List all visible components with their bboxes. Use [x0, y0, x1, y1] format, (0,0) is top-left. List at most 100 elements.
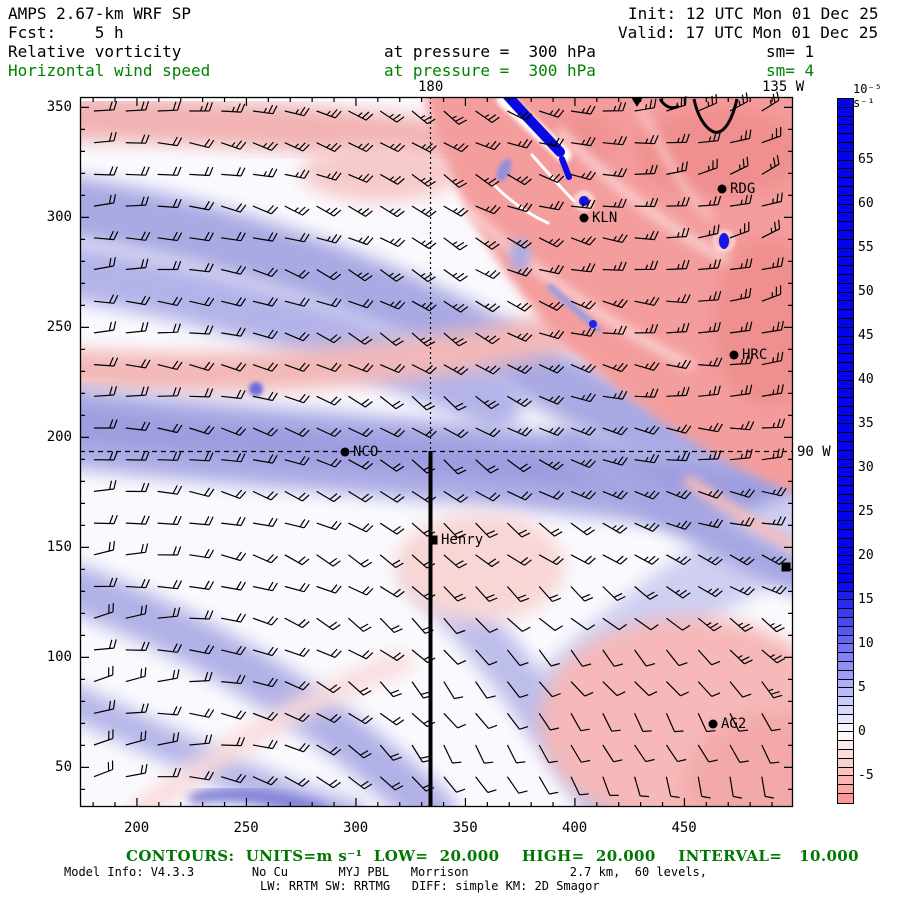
colorbar-cell: [838, 406, 853, 416]
x-axis-label: 250: [233, 820, 259, 836]
model-info-line2: LW: RRTM SW: RRTMG DIFF: simple KM: 2D S…: [260, 879, 600, 893]
field1-smoothing: sm= 1: [766, 42, 815, 61]
colorbar-cell: [838, 389, 853, 399]
colorbar-cell: [838, 354, 853, 363]
colorbar-cell: [838, 626, 853, 636]
colorbar-tick-label: 10: [858, 635, 874, 651]
colorbar-cell: [838, 670, 853, 680]
colorbar-cell: [838, 204, 853, 214]
colorbar-cell: [838, 521, 853, 531]
colorbar-cell: [838, 292, 853, 302]
field2-smoothing: sm= 4: [766, 61, 815, 80]
colorbar-cell: [838, 266, 853, 275]
model-title: AMPS 2.67-km WRF SP: [8, 4, 192, 23]
colorbar-cell: [838, 230, 853, 240]
station-label-rdg: RDG: [730, 181, 756, 197]
model-info-line1: Model Info: V4.3.3 No Cu MYJ PBL Morriso…: [64, 865, 707, 879]
colorbar-cell: [838, 486, 853, 495]
colorbar-cell: [838, 591, 853, 601]
colorbar-cell: [838, 380, 853, 390]
colorbar-cell: [838, 723, 853, 733]
x-axis-label: 200: [123, 820, 150, 836]
colorbar-cell: [838, 609, 853, 619]
meridian-label-90w: 90 W: [797, 444, 831, 460]
forecast-hour: Fcst: 5 h: [8, 23, 124, 42]
y-axis-label: 50: [55, 759, 72, 776]
colorbar-cell: [838, 741, 853, 750]
colorbar-cell: [838, 213, 853, 223]
colorbar-cell: [838, 371, 853, 381]
colorbar-cell: [838, 450, 853, 460]
colorbar-cell: [838, 178, 853, 187]
x-axis-label: 350: [452, 820, 478, 836]
colorbar-cell: [838, 758, 853, 768]
colorbar-cell: [838, 433, 853, 443]
colorbar-cell: [838, 186, 853, 196]
colorbar-tick-label: 50: [858, 283, 874, 299]
colorbar-cell: [838, 442, 853, 451]
colorbar-cell: [838, 530, 853, 539]
y-axis-label: 250: [46, 319, 72, 336]
colorbar-cell: [838, 195, 853, 205]
colorbar-cell: [838, 697, 853, 706]
colorbar-cell: [838, 705, 853, 715]
colorbar-cell: [838, 142, 853, 152]
field1-level: at pressure = 300 hPa: [384, 42, 596, 61]
station-label-henry: Henry: [441, 532, 484, 548]
colorbar-cell: [838, 547, 853, 557]
colorbar-cell: [838, 767, 853, 777]
colorbar-cell: [838, 732, 853, 742]
colorbar-cell: [838, 714, 853, 724]
colorbar-cell: [838, 398, 853, 407]
colorbar-cell: [838, 503, 853, 513]
colorbar-cell: [838, 688, 853, 698]
colorbar-cell: [838, 635, 853, 645]
colorbar-cell: [838, 600, 853, 610]
colorbar-tick-label: 60: [858, 195, 874, 211]
colorbar-tick-label: 25: [858, 503, 874, 519]
colorbar-tick-label: 5: [858, 679, 866, 695]
colorbar-cell: [838, 362, 853, 372]
x-axis-label: 450: [671, 820, 697, 836]
colorbar-cell: [838, 644, 853, 654]
colorbar-cell: [838, 318, 853, 328]
colorbar-cell: [838, 222, 853, 231]
colorbar-cell: [838, 653, 853, 662]
colorbar-tick-label: 55: [858, 239, 874, 255]
colorbar-cell: [838, 582, 853, 592]
colorbar-cell: [838, 477, 853, 487]
y-axis-label: 300: [46, 209, 72, 226]
colorbar-cell: [838, 116, 853, 126]
init-time: Init: 12 UTC Mon 01 Dec 25: [628, 4, 879, 23]
colorbar-tick-label: 45: [858, 327, 874, 343]
meridian-label-180: 180: [418, 79, 444, 95]
colorbar-cell: [838, 169, 853, 179]
colorbar-cell: [838, 574, 853, 583]
colorbar-cell: [838, 494, 853, 504]
y-axis-label: 350: [46, 99, 72, 116]
colorbar-cell: [838, 99, 853, 108]
colorbar-cell: [838, 151, 853, 161]
colorbar-tick-label: 40: [858, 371, 874, 387]
colorbar-tick-label: 20: [858, 547, 874, 563]
colorbar-cell: [838, 468, 853, 478]
colorbar-cell: [838, 283, 853, 293]
colorbar-cell: [838, 662, 853, 671]
colorbar-cell: [838, 327, 853, 337]
contours-info-line: CONTOURS: UNITS=m s⁻¹ LOW= 20.000 HIGH= …: [126, 847, 859, 865]
colorbar-cell: [838, 274, 853, 284]
colorbar-tick-label: 65: [858, 151, 874, 167]
y-axis-label: 100: [46, 649, 72, 666]
colorbar-cell: [838, 134, 853, 143]
colorbar-tick-label: 0: [858, 723, 866, 739]
x-axis-label: 300: [342, 820, 369, 836]
colorbar-cell: [838, 239, 853, 249]
field2-level: at pressure = 300 hPa: [384, 61, 596, 80]
field1-name: Relative vorticity: [8, 42, 182, 61]
colorbar-cell: [838, 556, 853, 566]
colorbar-tick-label: -5: [858, 767, 874, 783]
station-label-hrc: HRC: [742, 347, 768, 363]
colorbar-cell: [838, 785, 853, 794]
colorbar-cell: [838, 793, 853, 803]
